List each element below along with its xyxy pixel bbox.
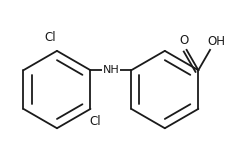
- Text: NH: NH: [102, 65, 119, 75]
- Text: Cl: Cl: [44, 31, 55, 44]
- Text: Cl: Cl: [89, 115, 101, 128]
- Text: OH: OH: [207, 35, 224, 48]
- Text: O: O: [178, 34, 188, 47]
